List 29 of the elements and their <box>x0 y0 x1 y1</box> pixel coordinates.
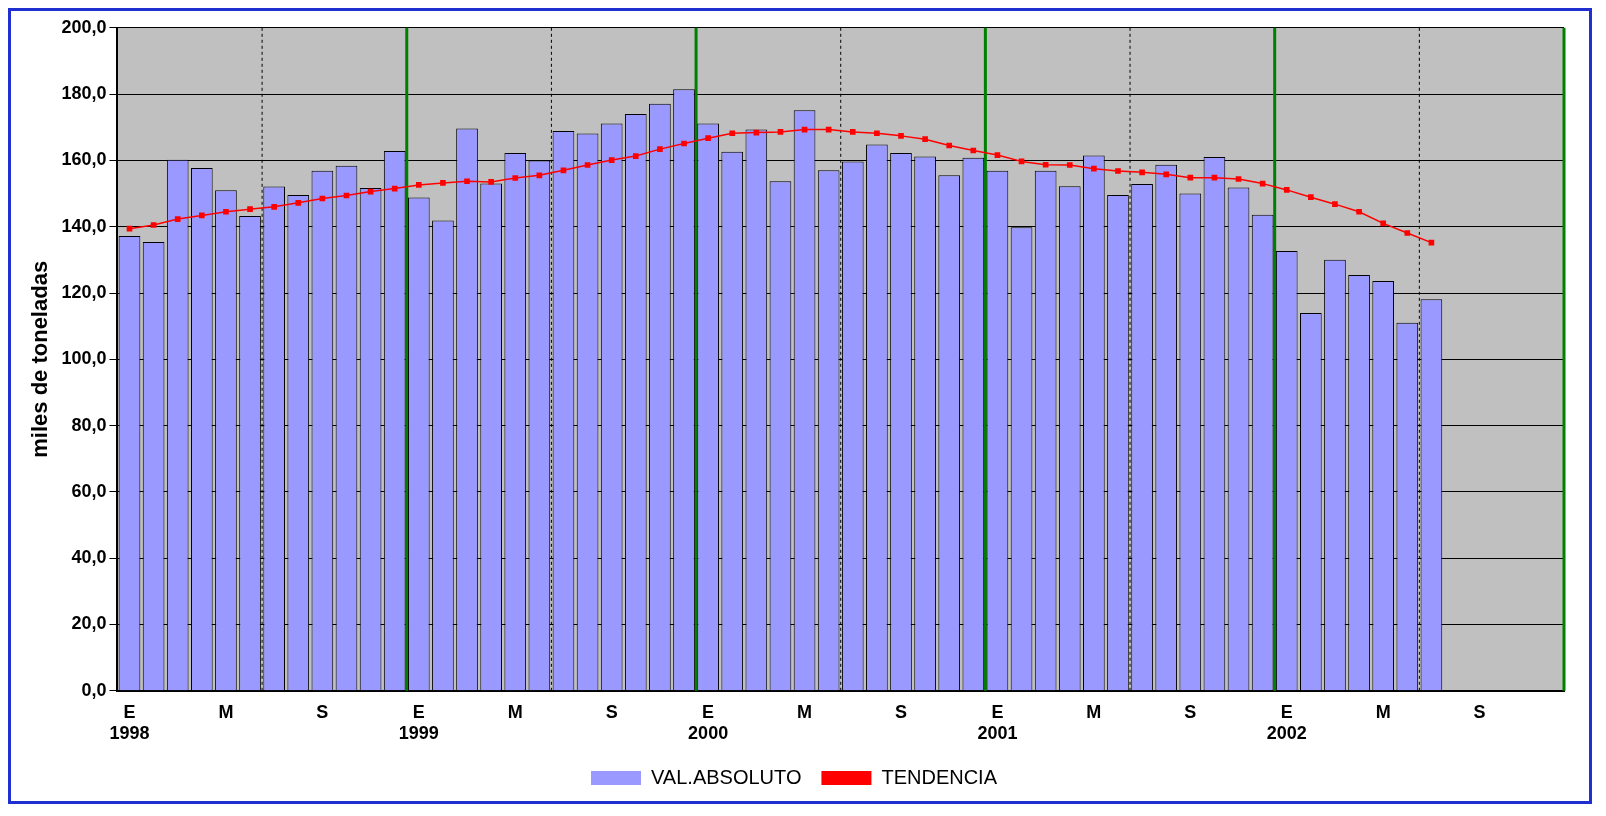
x-tick-label: S <box>1473 701 1486 722</box>
x-tick-label: S <box>316 701 329 722</box>
legend-label: TENDENCIA <box>881 765 998 788</box>
x-tick-label: E 2001 <box>977 701 1018 744</box>
x-tick-label: M <box>218 701 234 722</box>
y-tick-label: 40,0 <box>71 547 107 568</box>
y-tick-label: 60,0 <box>71 480 107 501</box>
x-tick-label: M <box>797 701 813 722</box>
y-tick-label: 120,0 <box>61 281 107 302</box>
x-tick-label: S <box>605 701 618 722</box>
x-tick-label: S <box>1184 701 1197 722</box>
y-tick-label: 80,0 <box>71 414 107 435</box>
x-tick-label: E 1998 <box>109 701 150 744</box>
y-tick-label: 140,0 <box>61 215 107 236</box>
y-tick-label: 200,0 <box>61 16 107 37</box>
y-tick-label: 0,0 <box>81 679 107 700</box>
x-tick-label: E 2002 <box>1266 701 1307 744</box>
y-tick-label: 180,0 <box>61 83 107 104</box>
x-tick-label: S <box>894 701 907 722</box>
y-tick-label: 20,0 <box>71 613 107 634</box>
x-tick-label: E 2000 <box>688 701 729 744</box>
x-tick-label: M <box>507 701 523 722</box>
legend-label: VAL.ABSOLUTO <box>651 765 802 788</box>
x-tick-label: M <box>1086 701 1102 722</box>
y-tick-label: 100,0 <box>61 348 107 369</box>
y-axis-title: miles de toneladas <box>27 260 53 458</box>
x-tick-label: M <box>1375 701 1391 722</box>
y-tick-label: 160,0 <box>61 149 107 170</box>
x-tick-label: E 1999 <box>398 701 439 744</box>
